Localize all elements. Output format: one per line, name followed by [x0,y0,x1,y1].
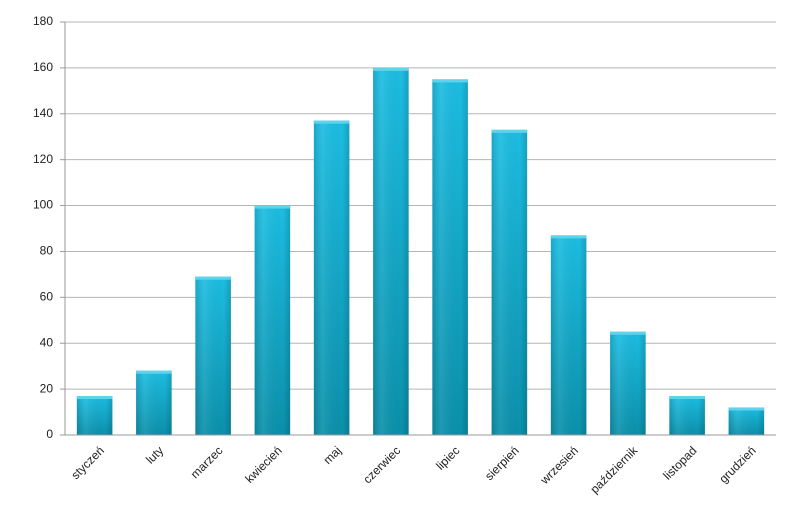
bar-cap [373,67,409,71]
bar-shade [254,205,291,435]
bar-shade [669,395,705,435]
y-tick-label: 180 [33,14,53,28]
x-tick-label: styczeń [68,443,107,482]
x-tick-label: kwiecień [242,443,284,485]
bar-shade [76,395,113,435]
bar-cap [195,276,231,280]
bar-shade [491,129,528,436]
bar-shade [432,79,468,435]
bar-cap [610,331,646,335]
bar-shade [136,370,172,435]
x-tick-label: grudzień [716,443,758,485]
x-tick-label: sierpień [482,443,522,483]
bar-shade [195,276,231,435]
bar-cap [669,395,705,399]
bar-cap [136,370,172,374]
bar-shade [728,407,765,435]
bar-cap [491,129,528,133]
x-tick-label: lipiec [433,443,462,472]
y-tick-label: 20 [40,381,54,395]
y-tick-label: 40 [40,335,54,349]
bar-cap [432,79,468,83]
bar-cap [728,407,765,411]
bar-shade [313,120,350,436]
bar-shade [610,331,646,435]
x-tick-label: listopad [660,443,699,482]
bar-cap [550,235,587,239]
bar-cap [313,120,350,124]
y-tick-label: 160 [33,60,53,74]
x-tick-label: maj [320,443,344,467]
x-tick-label: październik [587,443,641,497]
bar-cap [254,205,291,209]
bar-cap [76,395,113,399]
x-tick-label: wrzesień [537,443,581,487]
bar-shade [373,67,409,435]
grid [60,21,776,436]
bar-shade [550,235,587,435]
y-tick-label: 60 [40,290,54,304]
y-tick-label: 120 [33,152,53,166]
y-tick-label: 100 [33,198,53,212]
x-tick-label: luty [143,443,166,466]
x-tick-label: czerwiec [360,443,403,486]
y-tick-label: 80 [40,244,54,258]
y-tick-label: 140 [33,106,53,120]
y-tick-label: 0 [46,427,53,441]
x-tick-label: marzec [188,443,226,481]
bars [76,67,765,436]
